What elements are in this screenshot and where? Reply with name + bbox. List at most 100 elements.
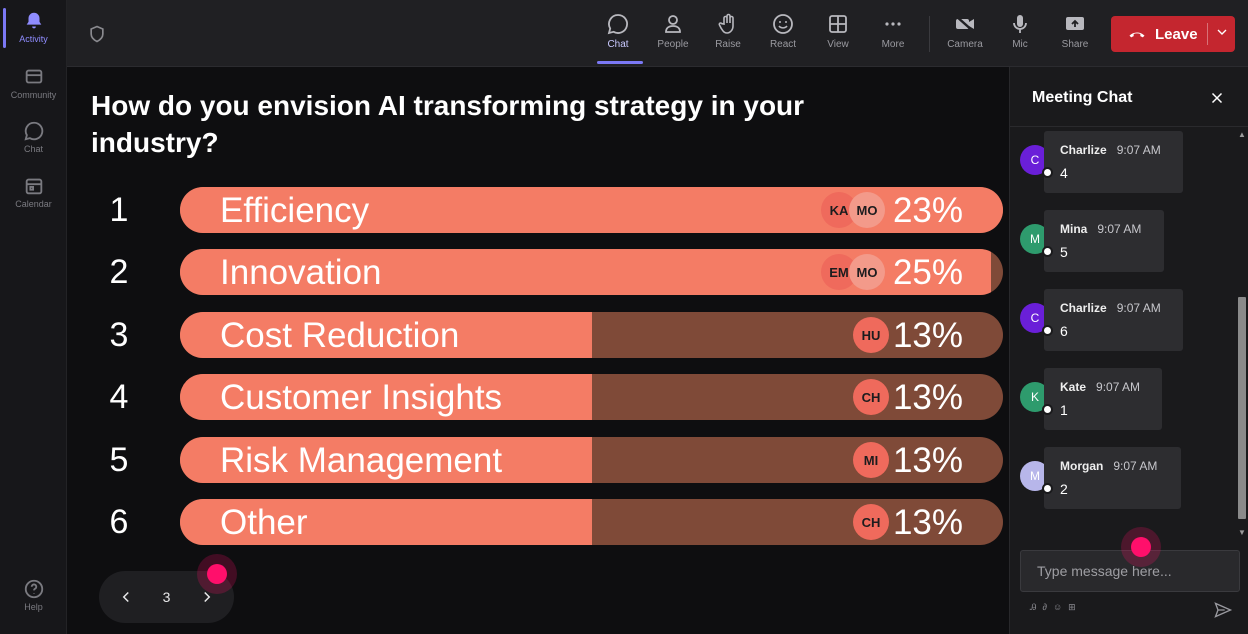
scroll-up-arrow-icon[interactable]: ▲ — [1238, 130, 1246, 139]
poll-option-label: Risk Management — [220, 441, 503, 480]
toolbar-react-button[interactable]: React — [756, 8, 810, 62]
bell-icon — [26, 12, 41, 29]
toolbar-people-button[interactable]: People — [646, 8, 700, 62]
toolbar-more-button[interactable]: More — [866, 8, 920, 62]
page-number: 3 — [162, 589, 171, 605]
rail-item-help[interactable]: Help — [0, 578, 67, 612]
message-bubble: Charlize 9:07 AM 4 — [1044, 131, 1183, 193]
leave-dropdown[interactable] — [1208, 24, 1235, 45]
hand-icon — [718, 13, 734, 34]
shield-icon[interactable] — [87, 24, 107, 44]
rail-item-chat[interactable]: Chat — [0, 120, 67, 154]
poll-option-percent: 25% — [892, 253, 963, 292]
message-text: 2 — [1060, 481, 1068, 497]
format-text-icon[interactable]: Ꭿ — [1030, 602, 1037, 612]
presence-status-icon — [1042, 325, 1053, 336]
message-time: 9:07 AM — [1096, 380, 1141, 394]
poll-option-row: 5 Risk Management 13% MI — [67, 437, 1009, 483]
share-icon — [1066, 17, 1084, 30]
chat-header: Meeting Chat — [1010, 67, 1248, 127]
voter-avatar: HU — [853, 317, 889, 353]
chevron-right-icon[interactable] — [198, 588, 216, 606]
chevron-down-icon — [1217, 29, 1226, 35]
grid-icon — [829, 15, 847, 33]
rail-active-indicator — [3, 8, 6, 48]
poll-option-number: 2 — [109, 253, 129, 291]
rail-item-calendar[interactable]: Calendar — [0, 175, 67, 209]
emoji-icon[interactable]: ☺ — [1052, 602, 1063, 612]
chat-icon — [607, 14, 628, 35]
smile-icon — [773, 14, 793, 34]
poll-option-label: Cost Reduction — [220, 316, 460, 355]
message-time: 9:07 AM — [1116, 143, 1161, 157]
voter-avatar: CH — [853, 504, 889, 540]
poll-option-label: Innovation — [220, 253, 382, 292]
app-rail: Activity Community Chat Calendar Help — [0, 0, 67, 634]
poll-option-label: Efficiency — [220, 191, 370, 230]
message-text: 6 — [1060, 323, 1068, 339]
more-icon — [885, 22, 901, 26]
poll-option-fill — [180, 312, 592, 358]
format-toolbar: Ꭿ ∂ ☺ ⊞ — [1030, 602, 1076, 613]
toolbar-share-button[interactable]: Share — [1048, 8, 1102, 62]
cursor-indicator — [207, 564, 227, 584]
poll-option-number: 3 — [109, 316, 129, 354]
message-bubble: Mina 9:07 AM 5 — [1044, 210, 1164, 272]
send-icon[interactable] — [1213, 600, 1233, 620]
toolbar-raise-button[interactable]: Raise — [701, 8, 755, 62]
message-bubble: Charlize 9:07 AM 6 — [1044, 289, 1183, 351]
poll-option-bar: Cost Reduction 13% HU — [180, 312, 1003, 358]
sender-name: Morgan — [1060, 459, 1104, 473]
voter-avatar: MI — [853, 442, 889, 478]
poll-option-fill — [180, 499, 592, 545]
meeting-chat-panel: Meeting Chat C Charlize 9:07 AM 4 M Mina 9:07 … — [1009, 67, 1248, 634]
sender-name: Mina — [1060, 222, 1088, 236]
people-icon — [665, 15, 681, 33]
poll-option-bar: Efficiency 23% KA MO — [180, 187, 1003, 233]
toolbar-mic-button[interactable]: Mic — [993, 8, 1047, 62]
toolbar-separator — [929, 16, 930, 52]
poll-option-percent: 13% — [892, 503, 963, 542]
rail-item-activity[interactable]: Activity — [0, 10, 67, 44]
chat-scroll-thumb[interactable] — [1238, 297, 1246, 519]
phone-hangup-icon — [1129, 32, 1145, 38]
voter-avatar: CH — [853, 379, 889, 415]
sender-name: Charlize — [1060, 301, 1107, 315]
message-time: 9:07 AM — [1097, 222, 1142, 236]
poll-option-bar: Customer Insights 13% CH — [180, 374, 1003, 420]
toolbar-chat-button[interactable]: Chat — [591, 8, 645, 62]
poll-option-label: Customer Insights — [220, 378, 503, 417]
leave-main[interactable]: Leave — [1111, 24, 1207, 44]
poll-option-number: 1 — [109, 191, 129, 229]
poll-option-row: 1 Efficiency 23% KA MO — [67, 187, 1009, 233]
attach-icon[interactable]: ∂ — [1042, 602, 1047, 612]
camera-off-icon — [955, 15, 975, 33]
gif-icon[interactable]: ⊞ — [1068, 602, 1076, 612]
toolbar-view-button[interactable]: View — [811, 8, 865, 62]
leave-divider — [1207, 23, 1208, 45]
poll-question: How do you envision AI transforming stra… — [91, 90, 805, 158]
chat-icon — [23, 121, 43, 141]
poll-option-percent: 13% — [892, 316, 963, 355]
poll-option-row: 3 Cost Reduction 13% HU — [67, 312, 1009, 358]
rail-item-community[interactable]: Community — [0, 66, 67, 100]
leave-button[interactable]: Leave — [1111, 16, 1235, 52]
leave-label: Leave — [1155, 25, 1198, 43]
poll-option-percent: 23% — [892, 191, 963, 230]
message-bubble: Morgan 9:07 AM 2 — [1044, 447, 1181, 509]
message-text: 1 — [1060, 402, 1068, 418]
chat-message-input[interactable]: Type message here... — [1020, 550, 1240, 592]
close-icon[interactable] — [1208, 89, 1226, 107]
poll-option-row: 4 Customer Insights 13% CH — [67, 374, 1009, 420]
mic-icon — [1013, 15, 1027, 33]
chevron-left-icon[interactable] — [117, 588, 135, 606]
presence-status-icon — [1042, 246, 1053, 257]
community-icon — [25, 69, 42, 84]
poll-option-bar: Innovation 25% EM MO — [180, 249, 1003, 295]
meeting-toolbar: Chat People Raise React View More Camera… — [67, 0, 1248, 67]
sender-name: Charlize — [1060, 143, 1107, 157]
scroll-down-arrow-icon[interactable]: ▼ — [1238, 528, 1246, 537]
voter-avatar: MO — [849, 254, 885, 290]
message-text: 4 — [1060, 165, 1068, 181]
toolbar-camera-button[interactable]: Camera — [938, 8, 992, 62]
